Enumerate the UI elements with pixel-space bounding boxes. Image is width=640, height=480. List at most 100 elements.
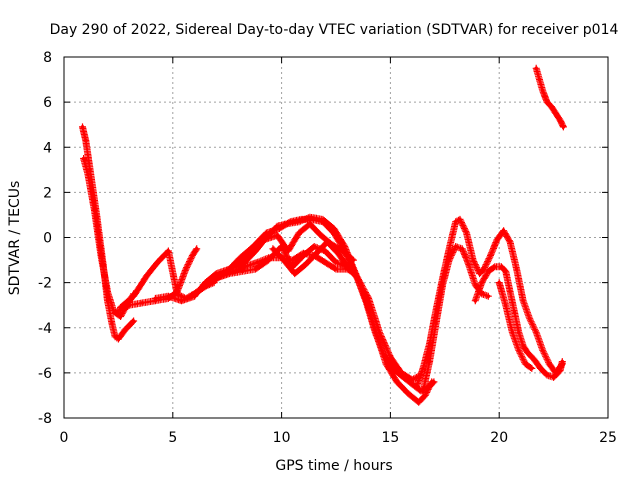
data-point [236, 262, 240, 267]
series-track-8 [206, 249, 360, 284]
data-point [340, 249, 345, 253]
data-point [249, 249, 253, 253]
data-point [499, 265, 504, 269]
y-axis-label: SDTVAR / TECUs [7, 181, 23, 296]
data-point [473, 298, 478, 303]
data-point [179, 298, 184, 303]
x-tick-label: 5 [168, 430, 177, 446]
data-point [560, 359, 565, 364]
series-track-15 [532, 64, 567, 131]
data-point [460, 247, 465, 251]
data-point [423, 393, 428, 398]
data-point [255, 260, 260, 265]
data-point [190, 253, 195, 258]
data-point [427, 359, 432, 364]
data-point [303, 262, 308, 267]
data-point [538, 366, 543, 371]
x-tick-label: 20 [490, 430, 508, 446]
data-point [282, 258, 286, 262]
data-point [503, 303, 508, 308]
data-point [486, 269, 491, 274]
data-point [399, 371, 404, 375]
data-point [447, 258, 452, 262]
data-point [201, 283, 206, 287]
data-point [384, 362, 388, 366]
data-point [153, 296, 158, 301]
y-tick-label: 0 [43, 231, 52, 247]
y-tick-label: -6 [38, 366, 52, 382]
data-point [508, 240, 512, 244]
data-point [377, 330, 382, 335]
data-point [471, 258, 475, 262]
data-point [166, 249, 171, 253]
data-point [334, 260, 338, 265]
y-tick-label: 4 [43, 140, 52, 156]
data-point [497, 280, 502, 285]
series-track-9 [234, 220, 357, 269]
data-point [534, 66, 538, 71]
data-point [199, 287, 203, 292]
data-point [286, 249, 290, 253]
data-point [406, 391, 410, 396]
data-point [290, 258, 295, 262]
data-point [332, 231, 336, 235]
data-point [530, 366, 534, 371]
data-point [310, 217, 314, 222]
data-point [271, 247, 275, 251]
data-point [554, 111, 558, 116]
data-point [118, 314, 123, 319]
data-point [534, 330, 538, 335]
data-point [366, 296, 371, 301]
data-point [545, 373, 549, 377]
data-point [375, 335, 380, 339]
data-point [558, 118, 562, 122]
data-point [275, 233, 280, 237]
x-tick-label: 25 [599, 430, 617, 446]
data-point [314, 251, 319, 256]
data-point [184, 267, 188, 271]
data-point [155, 260, 160, 265]
data-point [440, 283, 445, 287]
data-point [480, 280, 484, 285]
data-point [175, 292, 179, 296]
data-point [144, 274, 149, 278]
data-point [551, 375, 556, 380]
data-point [116, 337, 121, 341]
data-point [540, 89, 545, 93]
data-point [114, 310, 118, 314]
data-point [264, 231, 269, 235]
data-point [517, 348, 521, 353]
data-point [429, 380, 434, 384]
data-point [347, 267, 351, 271]
y-tick-label: 6 [43, 95, 52, 111]
data-point [336, 251, 341, 256]
data-point [242, 265, 247, 269]
data-point [323, 249, 327, 253]
data-point [81, 156, 86, 161]
data-point [288, 219, 293, 224]
x-axis-label: GPS time / hours [275, 458, 392, 474]
data-point [482, 267, 486, 271]
x-tick-label: 0 [60, 430, 69, 446]
data-point [86, 172, 90, 177]
series-track-13 [471, 263, 566, 381]
data-point [84, 138, 88, 143]
data-point [421, 366, 425, 371]
data-point [523, 362, 528, 366]
data-point [410, 382, 415, 387]
data-point [351, 258, 356, 262]
data-point [486, 294, 491, 299]
data-point [123, 328, 127, 332]
data-point [395, 380, 399, 384]
data-point [277, 226, 282, 231]
data-point [545, 100, 549, 104]
data-point [301, 251, 306, 256]
axis-ticks: 0 5 10 15 20 25 -8 -6 -4 -2 0 2 4 6 8 [38, 50, 617, 446]
data-point [503, 269, 508, 274]
data-point [218, 274, 223, 278]
data-point [466, 262, 471, 267]
data-point [532, 357, 536, 362]
data-point [188, 294, 192, 299]
data-point [140, 301, 145, 305]
